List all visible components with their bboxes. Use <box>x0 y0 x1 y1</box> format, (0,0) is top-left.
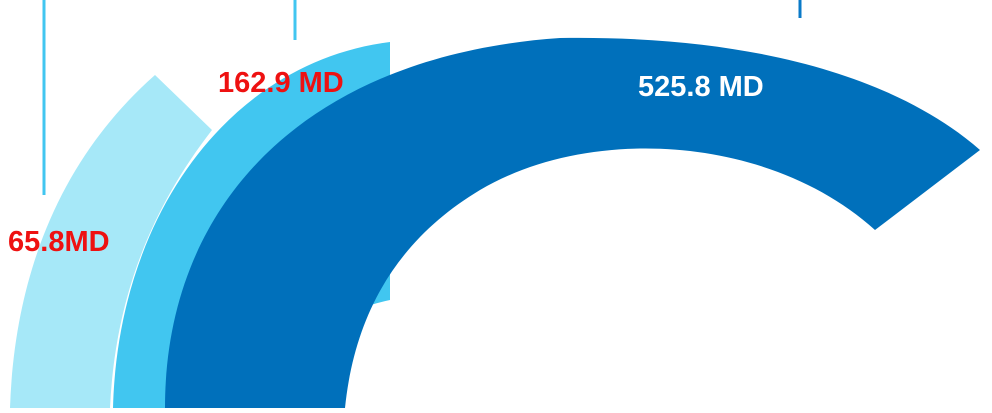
arc-series-big <box>165 37 980 408</box>
value-label-mid: 162.9 MD <box>218 67 344 99</box>
value-label-small: 65.8MD <box>8 226 110 258</box>
value-label-big: 525.8 MD <box>638 71 764 103</box>
arc-series-small <box>10 75 212 408</box>
